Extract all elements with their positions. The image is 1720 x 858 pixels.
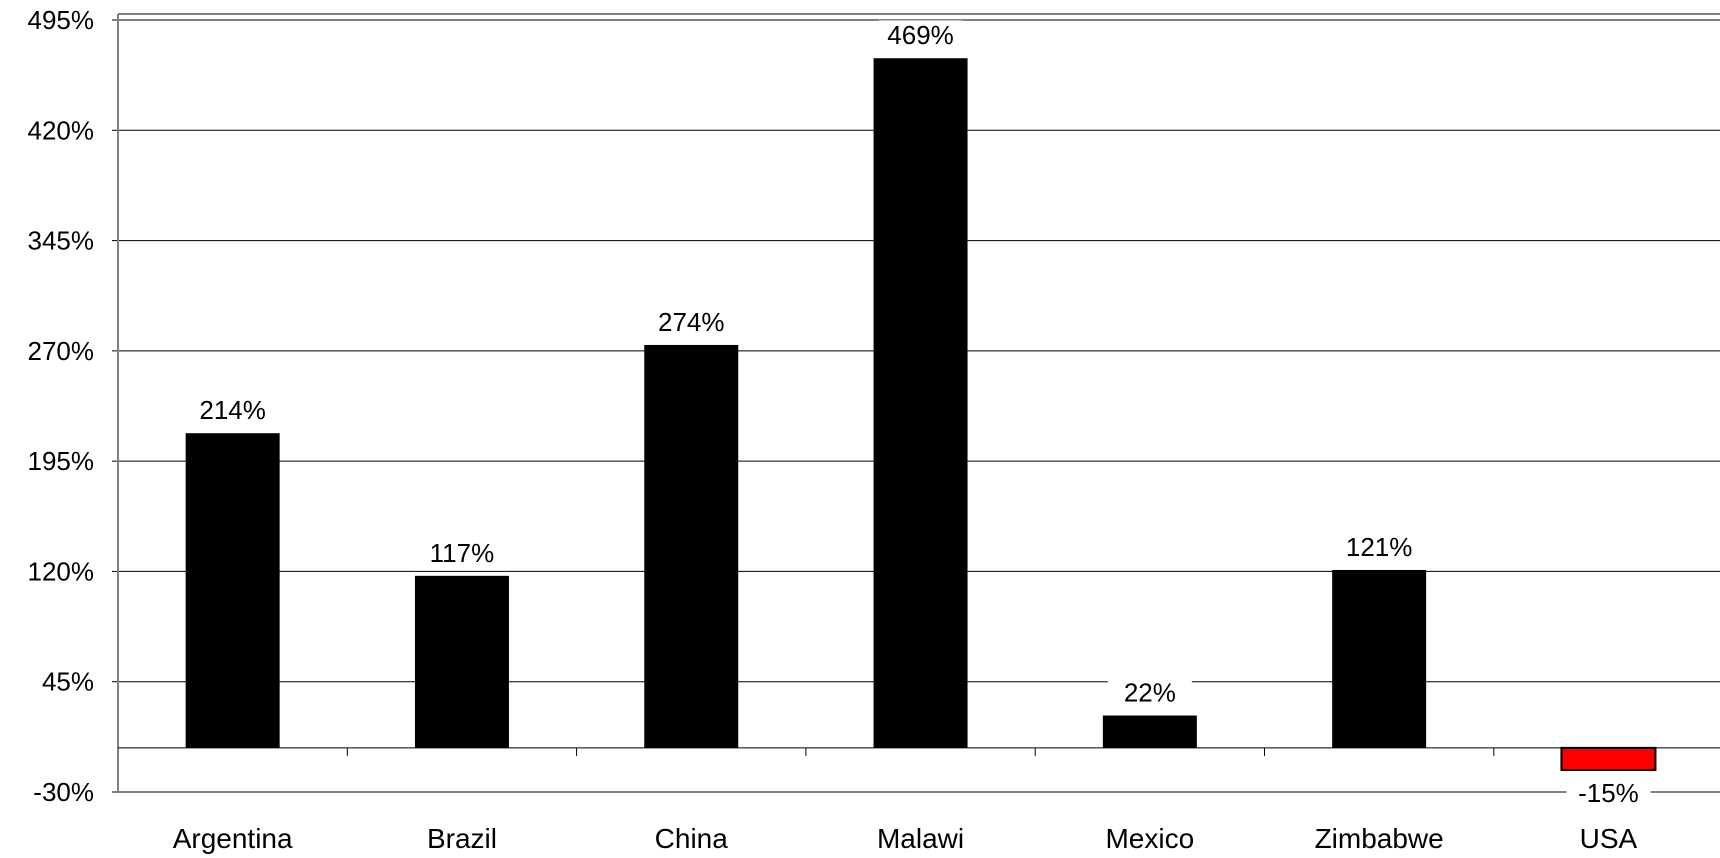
data-label-background <box>649 306 734 339</box>
y-tick-label: 270% <box>28 336 95 366</box>
data-label-background <box>878 20 963 53</box>
data-label-background <box>1566 777 1651 810</box>
bar-argentina <box>185 433 280 748</box>
bars <box>185 58 1657 771</box>
y-tick-label: 120% <box>28 556 95 586</box>
data-label-usa: -15% <box>1578 778 1639 808</box>
data-label-mexico: 22% <box>1124 678 1176 708</box>
bar-zimbabwe <box>1332 569 1427 748</box>
bar-china <box>644 344 739 748</box>
x-tick-label-malawi: Malawi <box>877 823 964 854</box>
x-tick-label-usa: USA <box>1580 823 1638 854</box>
data-label-background <box>1337 531 1422 564</box>
x-tick-label-argentina: Argentina <box>173 823 293 854</box>
x-tick-label-mexico: Mexico <box>1105 823 1194 854</box>
y-tick-label: 495% <box>28 5 95 35</box>
data-label-zimbabwe: 121% <box>1346 532 1413 562</box>
bar-brazil <box>414 575 509 748</box>
bar-usa <box>1560 746 1657 771</box>
data-label-argentina: 214% <box>199 395 266 425</box>
y-tick-label: 420% <box>28 115 95 145</box>
axes <box>112 13 1720 793</box>
data-label-china: 274% <box>658 307 725 337</box>
data-label-brazil: 117% <box>430 538 495 568</box>
data-label-background <box>419 537 504 570</box>
data-label-background <box>1107 677 1192 710</box>
data-label-background <box>190 395 275 428</box>
data-labels: 214% 117% 274% 469% 22% 121% -15% <box>190 20 1651 810</box>
y-tick-label: -30% <box>33 777 94 807</box>
y-tick-label: 345% <box>28 226 95 256</box>
x-axis-tick-labels: Argentina Brazil China Malawi Mexico Zimbabwe… <box>173 823 1638 854</box>
x-tick-label-china: China <box>655 823 729 854</box>
x-tick-label-zimbabwe: Zimbabwe <box>1315 823 1444 854</box>
y-tick-label: 195% <box>28 446 95 476</box>
y-axis-tick-labels: -30% 45% 120% 195% 270% 345% 420% 495% <box>28 5 95 807</box>
data-label-malawi: 469% <box>887 20 954 50</box>
x-tick-label-brazil: Brazil <box>427 823 497 854</box>
bar-malawi <box>873 58 968 748</box>
y-tick-label: 45% <box>42 667 94 697</box>
bar-mexico <box>1102 715 1197 748</box>
